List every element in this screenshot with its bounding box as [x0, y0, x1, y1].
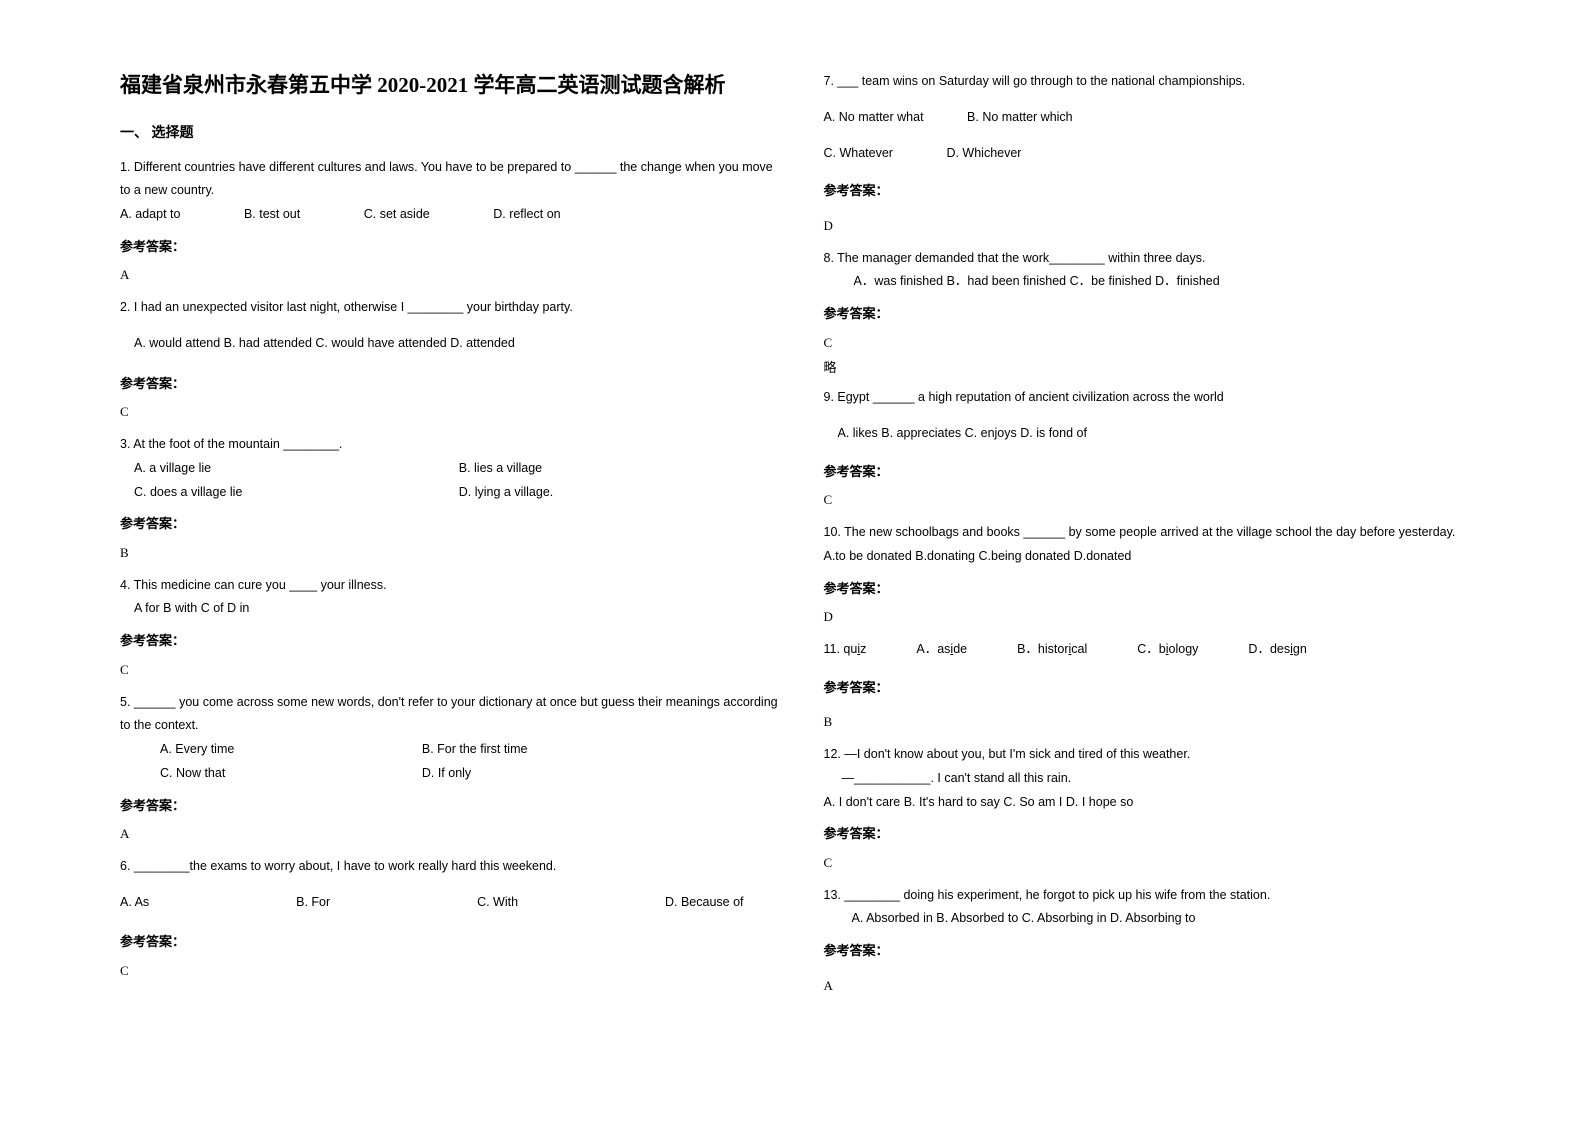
q11-answer: B: [824, 710, 1488, 735]
q9-answer: C: [824, 488, 1488, 513]
q11-line: 11. quiz A．aside B．historical C．biology …: [824, 638, 1488, 662]
question-8: 8. The manager demanded that the work___…: [824, 247, 1488, 381]
q12-text2: —___________. I can't stand all this rai…: [824, 767, 1488, 791]
section-header: 一、 选择题: [120, 122, 784, 142]
q4-answer: C: [120, 658, 784, 683]
answer-label: 参考答案：: [120, 235, 784, 260]
q4-options: A for B with C of D in: [120, 597, 784, 621]
question-2: 2. I had an unexpected visitor last nigh…: [120, 296, 784, 425]
q4-text: 4. This medicine can cure you ____ your …: [120, 574, 784, 598]
q5-options2: C. Now that D. If only: [120, 762, 784, 786]
question-3: 3. At the foot of the mountain ________.…: [120, 433, 784, 566]
question-5: 5. ______ you come across some new words…: [120, 691, 784, 847]
q1-options: A. adapt to B. test out C. set aside D. …: [120, 203, 784, 227]
q7-answer: D: [824, 214, 1488, 239]
q3-options2: C. does a village lie D. lying a village…: [120, 481, 784, 505]
q12-text1: 12. —I don't know about you, but I'm sic…: [824, 743, 1488, 767]
q7-options-row1: A. No matter what B. No matter which: [824, 106, 1488, 130]
q7-optB: B. No matter which: [967, 110, 1073, 124]
question-1: 1. Different countries have different cu…: [120, 156, 784, 289]
q8-omit: 略: [824, 356, 1488, 381]
q13-answer: A: [824, 974, 1488, 999]
q6-optB: B. For: [296, 891, 330, 915]
right-column: 7. ___ team wins on Saturday will go thr…: [804, 70, 1508, 1082]
answer-label: 参考答案：: [824, 577, 1488, 602]
q7-options-row2: C. Whatever D. Whichever: [824, 142, 1488, 166]
answer-label: 参考答案：: [824, 460, 1488, 485]
answer-label: 参考答案：: [120, 512, 784, 537]
q6-answer: C: [120, 959, 784, 984]
q1-optD: D. reflect on: [493, 203, 560, 227]
q3-text: 3. At the foot of the mountain ________.: [120, 433, 784, 457]
q2-answer: C: [120, 400, 784, 425]
answer-label: 参考答案：: [120, 629, 784, 654]
question-10: 10. The new schoolbags and books ______ …: [824, 521, 1488, 630]
question-4: 4. This medicine can cure you ____ your …: [120, 574, 784, 683]
q3-answer: B: [120, 541, 784, 566]
q5-answer: A: [120, 822, 784, 847]
question-11: 11. quiz A．aside B．historical C．biology …: [824, 638, 1488, 735]
q1-optB: B. test out: [244, 203, 300, 227]
q1-answer: A: [120, 263, 784, 288]
question-6: 6. ________the exams to worry about, I h…: [120, 855, 784, 984]
q11-optB: B．historical: [1017, 638, 1087, 662]
q12-options: A. I don't care B. It's hard to say C. S…: [824, 791, 1488, 815]
question-9: 9. Egypt ______ a high reputation of anc…: [824, 386, 1488, 513]
q5-text: 5. ______ you come across some new words…: [120, 691, 784, 739]
q6-text: 6. ________the exams to worry about, I h…: [120, 855, 784, 879]
q11-optC: C．biology: [1137, 638, 1198, 662]
q8-options: A．was finished B．had been finished C．be …: [824, 270, 1488, 294]
q10-text: 10. The new schoolbags and books ______ …: [824, 521, 1488, 545]
q7-optD: D. Whichever: [946, 146, 1021, 160]
q10-options: A.to be donated B.donating C.being donat…: [824, 545, 1488, 569]
q13-options: A. Absorbed in B. Absorbed to C. Absorbi…: [824, 907, 1488, 931]
q3-options: A. a village lie B. lies a village: [120, 457, 784, 481]
q5-options: A. Every time B. For the first time: [120, 738, 784, 762]
q6-options: A. As B. For C. With D. Because of: [120, 891, 784, 915]
q6-optD: D. Because of: [665, 891, 744, 915]
answer-label: 参考答案：: [824, 939, 1488, 964]
q12-answer: C: [824, 851, 1488, 876]
q5-optB: B. For the first time: [422, 738, 784, 762]
q5-optA: A. Every time: [160, 738, 422, 762]
q3-optB: B. lies a village: [459, 457, 784, 481]
answer-label: 参考答案：: [824, 822, 1488, 847]
q7-optA: A. No matter what: [824, 110, 924, 124]
q13-text: 13. ________ doing his experiment, he fo…: [824, 884, 1488, 908]
question-13: 13. ________ doing his experiment, he fo…: [824, 884, 1488, 999]
answer-label: 参考答案：: [824, 179, 1488, 204]
q8-text: 8. The manager demanded that the work___…: [824, 247, 1488, 271]
answer-label: 参考答案：: [120, 794, 784, 819]
q3-optC: C. does a village lie: [134, 481, 459, 505]
q1-text: 1. Different countries have different cu…: [120, 156, 784, 204]
answer-label: 参考答案：: [120, 930, 784, 955]
answer-label: 参考答案：: [824, 302, 1488, 327]
answer-label: 参考答案：: [120, 372, 784, 397]
q7-optC: C. Whatever: [824, 146, 893, 160]
q11-optD: D．design: [1248, 638, 1306, 662]
left-column: 福建省泉州市永春第五中学 2020-2021 学年高二英语测试题含解析 一、 选…: [100, 70, 804, 1082]
q6-optC: C. With: [477, 891, 518, 915]
q6-optA: A. As: [120, 891, 149, 915]
question-7: 7. ___ team wins on Saturday will go thr…: [824, 70, 1488, 239]
answer-label: 参考答案：: [824, 676, 1488, 701]
q7-text: 7. ___ team wins on Saturday will go thr…: [824, 70, 1488, 94]
q1-optC: C. set aside: [364, 203, 430, 227]
q2-text: 2. I had an unexpected visitor last nigh…: [120, 296, 784, 320]
q3-optD: D. lying a village.: [459, 481, 784, 505]
q2-options: A. would attend B. had attended C. would…: [120, 332, 784, 356]
q5-optD: D. If only: [422, 762, 784, 786]
q1-optA: A. adapt to: [120, 203, 180, 227]
q9-text: 9. Egypt ______ a high reputation of anc…: [824, 386, 1488, 410]
q5-optC: C. Now that: [160, 762, 422, 786]
q11-text: 11. quiz: [824, 638, 867, 662]
q3-optA: A. a village lie: [134, 457, 459, 481]
q8-answer: C: [824, 331, 1488, 356]
q10-answer: D: [824, 605, 1488, 630]
question-12: 12. —I don't know about you, but I'm sic…: [824, 743, 1488, 876]
q9-options: A. likes B. appreciates C. enjoys D. is …: [824, 422, 1488, 446]
q11-optA: A．aside: [916, 638, 967, 662]
page-title: 福建省泉州市永春第五中学 2020-2021 学年高二英语测试题含解析: [120, 70, 784, 102]
